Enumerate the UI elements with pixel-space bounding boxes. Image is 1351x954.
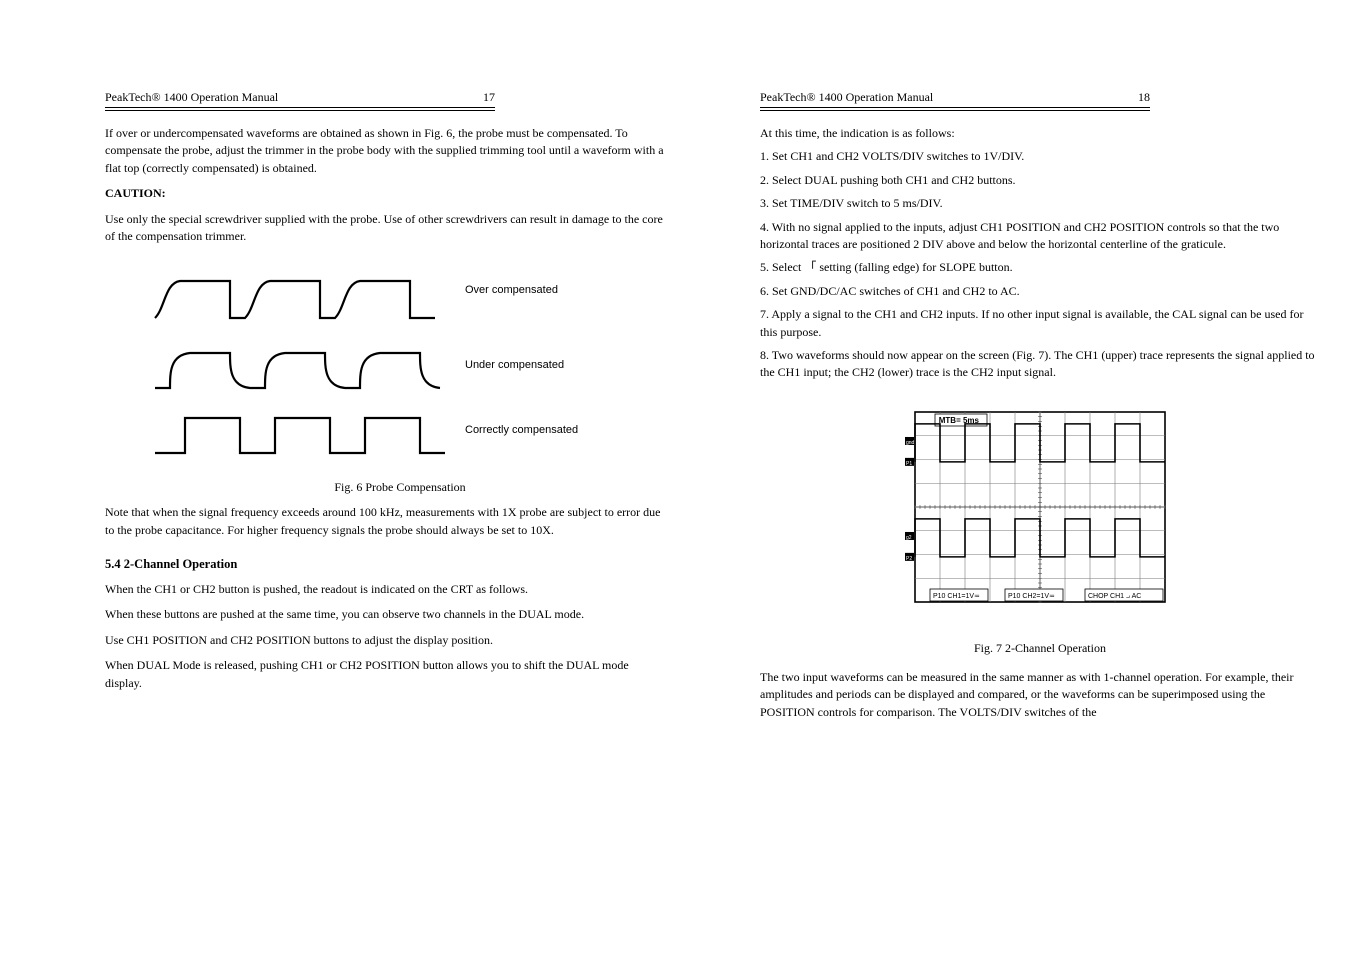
header-page-num: 17 [483,90,495,105]
page-right: PeakTech® 1400 Operation Manual 18 At th… [760,90,1320,727]
fig6-caption: Fig. 6 Probe Compensation [135,479,665,496]
footnote-paragraph: The two input waveforms can be measured … [760,669,1320,721]
scope-svg: MTB= 5msgndP1g2P2P10 CH1=1V≂P10 CH2=1V≂C… [900,400,1180,630]
step-6: 6. Set GND/DC/AC switches of CH1 and CH2… [760,283,1320,300]
sec-5.4-p2: When these buttons are pushed at the sam… [105,606,665,623]
note-paragraph: Note that when the signal frequency exce… [105,504,665,539]
page-left: PeakTech® 1400 Operation Manual 17 If ov… [105,90,665,700]
header-page-num-r: 18 [1138,90,1150,105]
wave-over [155,281,435,318]
svg-text:CHOP CH1 ⨼ AC: CHOP CH1 ⨼ AC [1088,593,1141,600]
probe-comp-figure: Over compensated Under compensated Corre… [135,263,665,496]
caution-body: Use only the special screwdriver supplie… [105,211,665,246]
svg-text:g2: g2 [906,535,912,541]
sec-5.4-p3: Use CH1 POSITION and CH2 POSITION button… [105,632,665,649]
step-2: 2. Select DUAL pushing both CH1 and CH2 … [760,172,1320,189]
svg-text:gnd: gnd [906,440,915,446]
svg-text:P10 CH1=1V≂: P10 CH1=1V≂ [933,593,980,600]
right-body: At this time, the indication is as follo… [760,125,1320,721]
sec-5.4-title: 5.4 2-Channel Operation [105,555,665,573]
header-rule-1 [105,107,495,108]
caution-title: CAUTION: [105,185,665,202]
sec-5.4-p1: When the CH1 or CH2 button is pushed, th… [105,581,665,598]
svg-text:P2: P2 [906,556,912,562]
header-left: PeakTech® 1400 Operation Manual 17 [105,90,495,105]
probe-comp-svg: Over compensated Under compensated Corre… [135,263,605,463]
label-correct: Correctly compensated [465,424,578,436]
scope-figure: MTB= 5msgndP1g2P2P10 CH1=1V≂P10 CH2=1V≂C… [760,400,1320,630]
label-under: Under compensated [465,359,564,371]
header-rule-r1 [760,107,1150,108]
sec-5.4-p4: When DUAL Mode is released, pushing CH1 … [105,657,665,692]
step-3: 3. Set TIME/DIV switch to 5 ms/DIV. [760,195,1320,212]
step-5: 5. Select 「 setting (falling edge) for S… [760,259,1320,276]
wave-correct [155,418,445,453]
svg-text:P10 CH2=1V≂: P10 CH2=1V≂ [1008,593,1055,600]
header-rule-2 [105,110,495,111]
wave-under [155,353,440,388]
svg-text:P1: P1 [906,461,912,467]
header-right: PeakTech® 1400 Operation Manual 18 [760,90,1150,105]
step-1: 1. Set CH1 and CH2 VOLTS/DIV switches to… [760,148,1320,165]
step-8: 8. Two waveforms should now appear on th… [760,347,1320,382]
fig7-caption: Fig. 7 2-Channel Operation [760,640,1320,657]
header-rule-r2 [760,110,1150,111]
step-7: 7. Apply a signal to the CH1 and CH2 inp… [760,306,1320,341]
steps-intro: At this time, the indication is as follo… [760,125,1320,142]
step-4: 4. With no signal applied to the inputs,… [760,219,1320,254]
ch2-trace [915,519,1165,557]
left-body: If over or undercompensated waveforms ar… [105,125,665,692]
header-title: PeakTech® 1400 Operation Manual [105,90,278,105]
header-title-r: PeakTech® 1400 Operation Manual [760,90,933,105]
ch1-trace [915,424,1165,462]
intro-paragraph: If over or undercompensated waveforms ar… [105,125,665,177]
label-over: Over compensated [465,284,558,296]
